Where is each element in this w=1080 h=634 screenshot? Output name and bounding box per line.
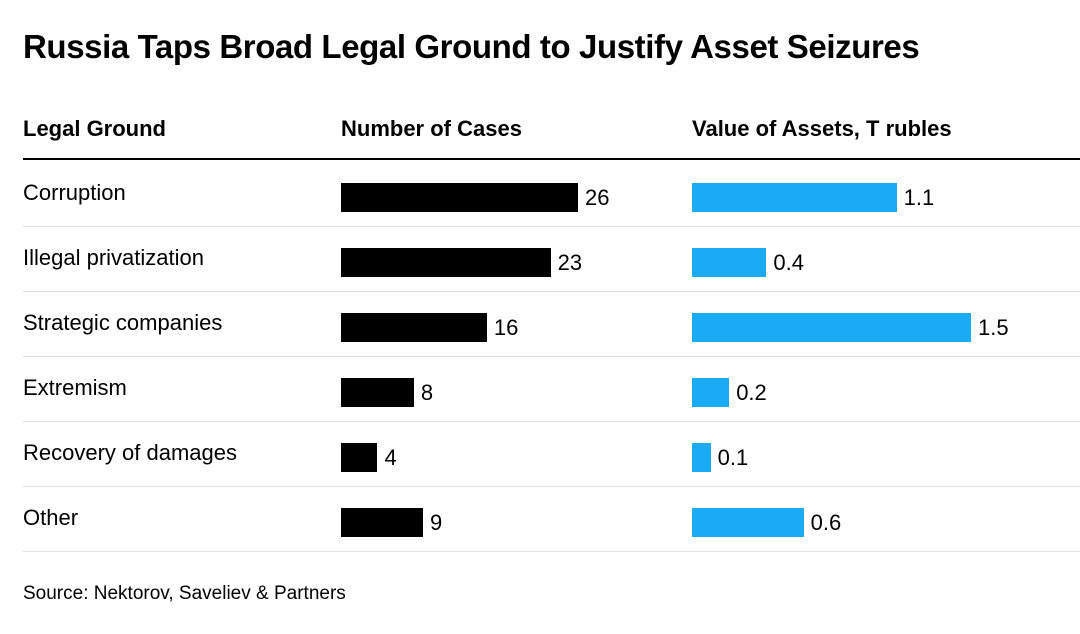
category-label: Illegal privatization [23,245,204,270]
category-label: Extremism [23,375,127,400]
value-bar [692,248,767,277]
value-label: 0.4 [773,250,804,275]
chart-row: Extremism 8 0.2 [0,357,1080,422]
cases-value-label: 26 [585,185,610,210]
column-header-legal-ground: Legal Ground [23,116,166,141]
header-divider [23,158,1080,160]
chart-title: Russia Taps Broad Legal Ground to Justif… [23,28,920,65]
category-label: Recovery of damages [23,440,237,465]
cases-value-label: 8 [420,380,434,405]
row-divider [23,551,1080,552]
chart-row: Corruption 26 1.1 [0,162,1080,227]
cases-bar [341,183,578,212]
row-divider [23,356,1080,357]
value-bar [692,378,730,407]
category-label: Corruption [23,180,126,205]
category-label: Other [23,505,79,530]
source-note: Source: Nektorov, Saveliev & Partners [23,583,346,604]
cases-value-label: 16 [493,315,519,340]
value-bar [692,443,711,472]
cases-bar [341,508,424,537]
cases-value-label: 23 [557,250,583,275]
value-label: 0.2 [736,380,767,405]
value-label: 0.6 [810,510,842,535]
cases-bar [341,443,378,472]
row-divider [23,291,1080,292]
column-header-value-of-assets: Value of Assets, T rubles [692,116,952,141]
value-bar [692,183,897,212]
value-label: 1.5 [978,315,1009,340]
row-divider [23,226,1080,227]
cases-bar [341,378,414,407]
cases-bar [341,313,487,342]
chart-row: Other 9 0.6 [0,487,1080,552]
chart-row: Recovery of damages 4 0.1 [0,422,1080,487]
row-divider [23,486,1080,487]
cases-bar [341,248,551,277]
value-bar [692,313,971,342]
column-header-number-of-cases: Number of Cases [341,116,522,141]
value-label: 0.1 [717,445,749,470]
cases-value-label: 9 [430,510,443,535]
chart-row: Illegal privatization 23 0.4 [0,227,1080,292]
category-label: Strategic companies [23,310,223,335]
row-divider [23,421,1080,422]
value-bar [692,508,804,537]
cases-value-label: 4 [384,445,397,470]
value-label: 1.1 [903,185,935,210]
chart-row: Strategic companies 16 1.5 [0,292,1080,357]
